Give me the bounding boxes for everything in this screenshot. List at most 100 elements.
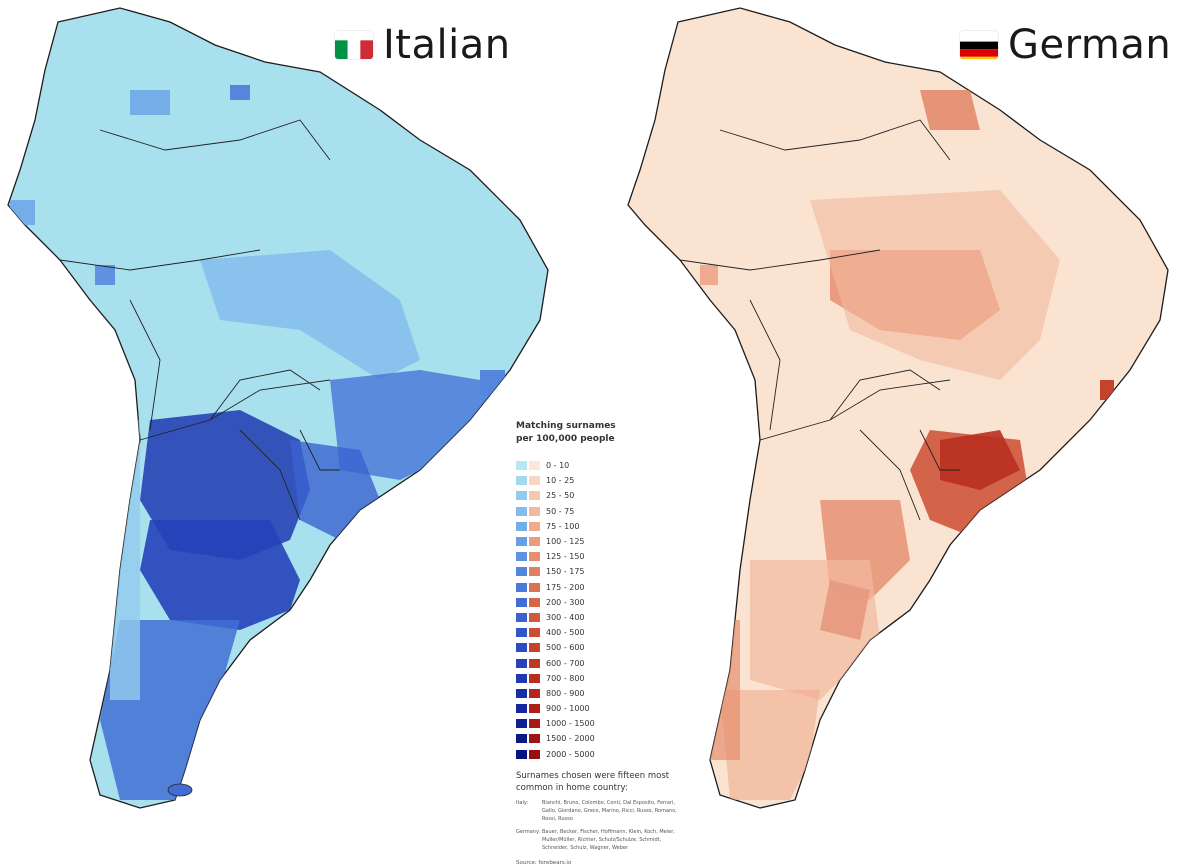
legend-swatch-italian <box>516 597 527 607</box>
legend-range-label: 800 - 900 <box>546 688 585 698</box>
legend-rows: 0 - 10 10 - 25 25 - 50 50 - 75 75 - 100 100 -… <box>516 458 686 762</box>
legend-swatch-italian <box>516 719 527 729</box>
region-parana <box>940 430 1020 490</box>
italy-flag-icon <box>335 31 373 59</box>
region-pampas <box>140 520 300 630</box>
legend-swatch-italian <box>516 749 527 759</box>
german-choropleth-map <box>627 7 1169 809</box>
legend-range-label: 1000 - 1500 <box>546 719 595 729</box>
region-southeast-brazil <box>330 370 500 480</box>
legend-swatch-italian <box>516 506 527 516</box>
italy-label: Italy: <box>516 799 529 806</box>
region-guiana <box>920 90 980 130</box>
region-peru-spot <box>95 265 115 285</box>
legend-swatch-german <box>529 537 540 547</box>
legend-swatch-german <box>529 582 540 592</box>
legend-row: 125 - 150 <box>516 549 686 564</box>
legend-swatch-italian <box>516 491 527 501</box>
legend-row: 75 - 100 <box>516 519 686 534</box>
legend-range-label: 700 - 800 <box>546 673 585 683</box>
region-coast-spot <box>1100 380 1114 400</box>
legend-range-label: 2000 - 5000 <box>546 749 595 759</box>
legend-row: 100 - 125 <box>516 534 686 549</box>
legend-note: Surnames chosen were fifteen most common… <box>516 770 670 793</box>
legend-title-line2: per 100,000 people <box>516 434 615 444</box>
italy-names: Bianchi, Bruno, Colombo, Conti, Dal Espo… <box>542 799 677 822</box>
legend-swatch-italian <box>516 567 527 577</box>
legend-row: 0 - 10 <box>516 458 686 473</box>
legend-row: 1000 - 1500 <box>516 716 686 731</box>
legend-row: 500 - 600 <box>516 640 686 655</box>
legend-swatch-italian <box>516 688 527 698</box>
legend-range-label: 200 - 300 <box>546 597 585 607</box>
legend-swatch-italian <box>516 643 527 653</box>
legend-swatch-german <box>529 643 540 653</box>
country-borders <box>679 119 960 521</box>
legend-swatch-german <box>529 567 540 577</box>
legend-swatch-german <box>529 506 540 516</box>
legend-range-label: 400 - 500 <box>546 628 585 638</box>
legend-swatch-german <box>529 719 540 729</box>
region-colombia-spot <box>130 90 170 115</box>
legend-swatch-italian <box>516 521 527 531</box>
region-central-brazil <box>200 250 420 380</box>
legend-row: 800 - 900 <box>516 686 686 701</box>
legend-swatch-italian <box>516 658 527 668</box>
legend-swatch-italian <box>516 704 527 714</box>
legend-range-label: 900 - 1000 <box>546 704 590 714</box>
legend-range-label: 500 - 600 <box>546 643 585 653</box>
legend-range-label: 150 - 175 <box>546 567 585 577</box>
legend-row: 700 - 800 <box>516 671 686 686</box>
legend-range-label: 1500 - 2000 <box>546 734 595 744</box>
region-peru-spot <box>700 265 718 285</box>
legend-swatch-german <box>529 521 540 531</box>
legend-italy-surnames: Italy: Bianchi, Bruno, Colombo, Conti, D… <box>516 799 686 823</box>
legend-row: 600 - 700 <box>516 655 686 670</box>
legend-swatch-italian <box>516 476 527 486</box>
region-andes <box>110 420 140 700</box>
legend-range-label: 125 - 150 <box>546 552 585 562</box>
legend-swatch-italian <box>516 628 527 638</box>
germany-label: Germany: <box>516 828 541 835</box>
legend-title-line1: Matching surnames <box>516 421 616 431</box>
legend-row: 900 - 1000 <box>516 701 686 716</box>
legend-swatch-italian <box>516 612 527 622</box>
legend-swatch-german <box>529 612 540 622</box>
legend-range-label: 100 - 125 <box>546 537 585 547</box>
legend-swatch-italian <box>516 537 527 547</box>
region-pampas <box>750 560 880 700</box>
legend-source: Source: forebears.io <box>516 859 572 866</box>
german-map-title: German <box>960 22 1171 68</box>
german-title-text: German <box>1008 22 1172 68</box>
legend-row: 50 - 75 <box>516 504 686 519</box>
legend-swatch-german <box>529 734 540 744</box>
legend-swatch-german <box>529 491 540 501</box>
italian-title-text: Italian <box>383 22 511 68</box>
legend-row: 300 - 400 <box>516 610 686 625</box>
legend-range-label: 0 - 10 <box>546 461 570 471</box>
legend-range-label: 175 - 200 <box>546 582 585 592</box>
south-america-landmass <box>627 7 1169 809</box>
legend-swatch-german <box>529 704 540 714</box>
legend-swatch-german <box>529 628 540 638</box>
legend-row: 10 - 25 <box>516 473 686 488</box>
legend-range-label: 25 - 50 <box>546 491 575 501</box>
italian-choropleth-map <box>7 7 549 809</box>
legend-range-label: 50 - 75 <box>546 506 575 516</box>
region-patagonia <box>720 690 820 800</box>
legend-row: 400 - 500 <box>516 625 686 640</box>
legend-range-label: 300 - 400 <box>546 612 585 622</box>
legend-range-label: 600 - 700 <box>546 658 585 668</box>
legend-swatch-german <box>529 461 540 471</box>
legend-swatch-german <box>529 749 540 759</box>
legend-swatch-german <box>529 673 540 683</box>
region-coast-spot <box>480 370 505 395</box>
legend-range-label: 75 - 100 <box>546 521 580 531</box>
country-borders <box>59 119 340 521</box>
legend-swatch-italian <box>516 582 527 592</box>
germany-flag-icon <box>960 31 998 59</box>
legend-swatch-german <box>529 597 540 607</box>
italian-map-panel: Italian <box>0 0 600 833</box>
legend-row: 2000 - 5000 <box>516 747 686 762</box>
legend-row: 1500 - 2000 <box>516 731 686 746</box>
